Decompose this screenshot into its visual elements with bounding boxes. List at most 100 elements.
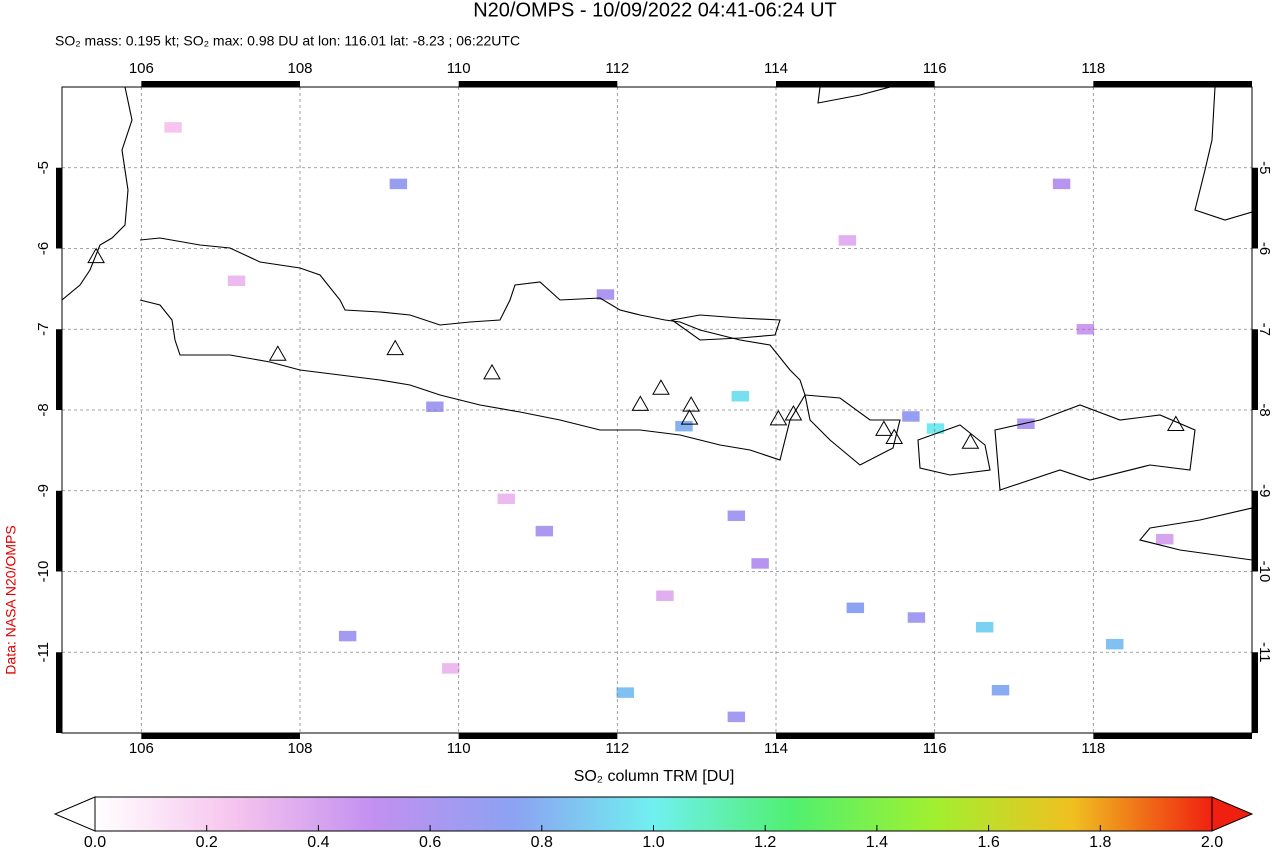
colorbar-tick-label: 1.4 bbox=[866, 834, 888, 851]
so2-pixel bbox=[535, 525, 554, 537]
frame-bar bbox=[56, 329, 62, 410]
so2-pixel bbox=[975, 621, 994, 633]
so2-pixel bbox=[497, 493, 515, 505]
frame-bar bbox=[458, 81, 618, 87]
y-tick-label: -5 bbox=[35, 161, 52, 174]
y-tick-label: -5 bbox=[1256, 161, 1272, 174]
map-title: N20/OMPS - 10/09/2022 04:41-06:24 UT bbox=[473, 0, 837, 21]
so2-pixel bbox=[656, 590, 674, 601]
colorbar-tick-label: 0.8 bbox=[531, 834, 553, 851]
x-tick-label: 114 bbox=[764, 740, 788, 757]
volcano-marker bbox=[875, 420, 893, 436]
so2-pixel bbox=[442, 663, 460, 674]
frame-bar bbox=[1093, 81, 1252, 87]
volcano-marker bbox=[652, 379, 670, 395]
so2-pixel bbox=[338, 630, 357, 642]
map-subtitle: SO₂ mass: 0.195 kt; SO₂ max: 0.98 DU at … bbox=[55, 33, 520, 49]
colorbar-tick-label: 0.6 bbox=[419, 834, 441, 851]
volcano-marker bbox=[885, 428, 904, 444]
so2-pixel bbox=[727, 510, 746, 522]
sulawesi-coast bbox=[1194, 87, 1252, 221]
colorbar-tick-label: 1.2 bbox=[754, 834, 776, 851]
y-tick-label: -10 bbox=[35, 561, 52, 583]
frame-bar bbox=[776, 733, 935, 739]
y-tick-label: -9 bbox=[1256, 484, 1272, 497]
volcano-marker bbox=[631, 395, 650, 411]
so2-pixel bbox=[907, 612, 926, 623]
frame-bar bbox=[776, 81, 935, 87]
y-tick-label: -7 bbox=[35, 323, 52, 336]
colorbar-tick-label: 0.0 bbox=[84, 834, 106, 851]
frame-bars bbox=[56, 81, 1258, 739]
frame-bar bbox=[141, 81, 300, 87]
pixel-layer bbox=[164, 122, 1174, 723]
grid-layer bbox=[62, 87, 1252, 733]
volcano-layer bbox=[87, 247, 1185, 449]
so2-pixel bbox=[596, 289, 615, 300]
frame-bar bbox=[56, 652, 62, 733]
volcano-marker bbox=[680, 409, 699, 425]
x-tick-label: 112 bbox=[605, 60, 629, 77]
so2-pixel bbox=[727, 711, 746, 723]
so2-pixel bbox=[991, 684, 1010, 696]
x-tick-label: 110 bbox=[447, 740, 471, 757]
volcano-marker bbox=[682, 396, 700, 412]
frame-bar bbox=[56, 167, 62, 249]
volcano-marker bbox=[87, 247, 105, 264]
so2-pixel bbox=[751, 558, 769, 569]
y-tick-label: -11 bbox=[1256, 642, 1272, 663]
bali-coast bbox=[804, 394, 901, 466]
frame-bar bbox=[1093, 733, 1252, 739]
colorbar-label: SO₂ column TRM [DU] bbox=[574, 768, 735, 785]
y-tick-label: -6 bbox=[1256, 242, 1272, 255]
sumatra-coast bbox=[62, 87, 133, 301]
sumba-coast bbox=[1139, 507, 1252, 561]
x-tick-label: 108 bbox=[287, 740, 312, 757]
colorbar-tick-label: 0.2 bbox=[196, 834, 218, 851]
so2-pixel bbox=[227, 275, 246, 287]
x-tick-label: 114 bbox=[764, 60, 788, 77]
colorbar-tick-label: 1.0 bbox=[642, 834, 664, 851]
volcano-marker bbox=[483, 363, 501, 380]
volcano-marker bbox=[386, 339, 405, 356]
frame-bar bbox=[458, 733, 618, 739]
borneo-coast bbox=[817, 87, 891, 104]
so2-pixel bbox=[838, 235, 857, 246]
so2-pixel bbox=[902, 411, 920, 422]
x-tick-label: 116 bbox=[923, 740, 947, 757]
frame-bar bbox=[141, 733, 300, 739]
frame-bar bbox=[56, 490, 62, 572]
so2-pixel bbox=[616, 687, 634, 698]
volcano-marker bbox=[769, 409, 788, 426]
volcano-marker bbox=[1166, 415, 1185, 432]
madura-coast bbox=[670, 314, 781, 341]
volcano-marker bbox=[268, 345, 287, 361]
so2-pixel bbox=[164, 122, 182, 133]
lombok-coast bbox=[917, 424, 991, 476]
so2-pixel bbox=[675, 420, 693, 432]
frame-bar bbox=[1252, 652, 1258, 733]
x-tick-label: 110 bbox=[447, 60, 471, 77]
y-tick-label: -11 bbox=[35, 642, 52, 663]
x-tick-label: 106 bbox=[129, 60, 154, 77]
so2-pixel bbox=[1052, 178, 1071, 190]
y-tick-label: -9 bbox=[35, 484, 52, 497]
colorbar-tick-label: 1.6 bbox=[977, 834, 999, 851]
frame-bar bbox=[1252, 490, 1258, 572]
x-tick-label: 106 bbox=[129, 740, 154, 757]
so2-pixel bbox=[1156, 533, 1174, 545]
frame-bar bbox=[1252, 167, 1258, 249]
y-tick-label: -6 bbox=[35, 242, 52, 255]
colorbar-tick-label: 2.0 bbox=[1201, 834, 1223, 851]
so2-pixel bbox=[846, 602, 865, 614]
y-tick-label: -7 bbox=[1256, 323, 1272, 336]
data-source: Data: NASA N20/OMPS bbox=[3, 525, 19, 674]
so2-pixel bbox=[1076, 324, 1095, 335]
so2-pixel bbox=[1106, 638, 1124, 650]
x-tick-label: 116 bbox=[923, 60, 947, 77]
y-tick-label: -8 bbox=[1256, 403, 1272, 416]
volcano-marker bbox=[784, 405, 803, 421]
colorbar-tick-label: 1.8 bbox=[1089, 834, 1111, 851]
